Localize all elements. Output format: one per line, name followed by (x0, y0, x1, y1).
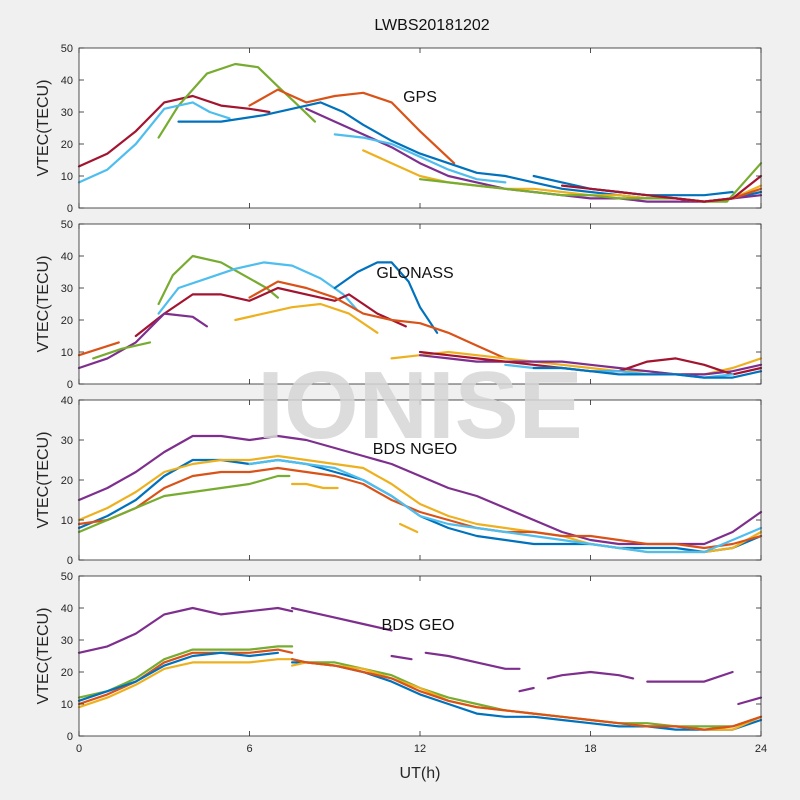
series-line (134, 286, 407, 338)
axes-background (79, 400, 761, 560)
panel-1: 0 10 20 30 40 50 VTEC(TECU) GPS (35, 43, 763, 215)
series-line (77, 312, 208, 370)
series-line (291, 658, 763, 731)
y-tick-label: 30 (61, 635, 73, 647)
series-line (77, 648, 294, 706)
series-line (77, 658, 294, 709)
panel-annotation: BDS NGEO (373, 441, 457, 458)
panel-4: 0 10 20 30 40 50 0 6 12 18 24 VTEC(TECU) BDS GEO (35, 571, 767, 755)
panel-2: 0 10 20 30 40 50 VTEC(TECU) GLONASS (35, 219, 763, 391)
y-tick-label: 10 (61, 347, 73, 359)
panels: 0 10 20 30 40 50 VTEC(TECU) GPS 0 10 20 30 40 50 VTEC(… (35, 43, 767, 755)
series-line (518, 686, 535, 693)
y-axis-label: VTEC(TECU) (35, 432, 52, 529)
y-tick-label: 10 (61, 699, 73, 711)
panel-annotation: GLONASS (376, 265, 453, 282)
series-line (333, 133, 507, 184)
series-line (532, 366, 763, 379)
x-tick-label: 6 (246, 743, 252, 755)
series-line (77, 651, 279, 702)
series-line (248, 458, 763, 554)
y-tick-label: 20 (61, 667, 73, 679)
y-axis-label: VTEC(TECU) (35, 256, 52, 353)
y-tick-label: 20 (61, 315, 73, 327)
x-tick-label: 12 (414, 743, 426, 755)
y-tick-label: 30 (61, 107, 73, 119)
series-line (546, 670, 635, 680)
series-line (646, 670, 734, 683)
series-line (77, 606, 294, 654)
series-group (77, 606, 763, 731)
series-group (77, 62, 763, 203)
y-tick-label: 40 (61, 395, 73, 407)
y-tick-label: 40 (61, 251, 73, 263)
series-group (77, 254, 763, 379)
series-line (248, 88, 456, 165)
series-line (291, 606, 393, 632)
y-tick-label: 50 (61, 219, 73, 231)
watermark: IONISE (257, 352, 582, 459)
series-line (737, 696, 763, 706)
panel-3: 0 10 20 30 40 VTEC(TECU) BDS NGEO (35, 395, 763, 567)
series-line (291, 482, 339, 490)
series-line (561, 174, 763, 203)
series-line (390, 654, 413, 661)
series-line (157, 261, 359, 315)
y-tick-label: 40 (61, 75, 73, 87)
series-line (418, 162, 763, 203)
y-tick-label: 40 (61, 603, 73, 615)
y-tick-label: 50 (61, 571, 73, 583)
y-tick-label: 0 (67, 731, 73, 743)
y-tick-label: 0 (67, 555, 73, 567)
x-tick-label: 24 (755, 743, 767, 755)
series-line (92, 341, 152, 360)
y-tick-label: 0 (67, 203, 73, 215)
y-tick-label: 10 (61, 171, 73, 183)
panel-annotation: BDS GEO (382, 617, 455, 634)
series-group (77, 434, 763, 554)
series-line (333, 261, 439, 334)
series-line (157, 62, 316, 139)
y-tick-label: 20 (61, 475, 73, 487)
y-tick-label: 30 (61, 435, 73, 447)
series-line (399, 522, 419, 534)
figure-title: LWBS20181202 (374, 17, 489, 34)
series-line (248, 280, 507, 360)
y-axis-label: VTEC(TECU) (35, 608, 52, 705)
axes-background (79, 224, 761, 384)
series-line (77, 466, 763, 550)
y-tick-label: 50 (61, 43, 73, 55)
series-line (424, 651, 521, 670)
y-tick-label: 0 (67, 379, 73, 391)
x-tick-label: 18 (584, 743, 596, 755)
y-tick-label: 10 (61, 515, 73, 527)
y-tick-label: 20 (61, 139, 73, 151)
panel-annotation: GPS (403, 89, 437, 106)
y-tick-label: 30 (61, 283, 73, 295)
y-axis-label: VTEC(TECU) (35, 80, 52, 177)
series-line (234, 302, 379, 334)
series-line (418, 354, 763, 376)
x-tick-label: 0 (76, 743, 82, 755)
series-line (77, 101, 231, 184)
series-line (77, 341, 120, 357)
x-axis-label: UT(h) (400, 765, 441, 782)
axes-background (79, 48, 761, 208)
series-line (77, 474, 291, 534)
series-line (77, 94, 271, 168)
